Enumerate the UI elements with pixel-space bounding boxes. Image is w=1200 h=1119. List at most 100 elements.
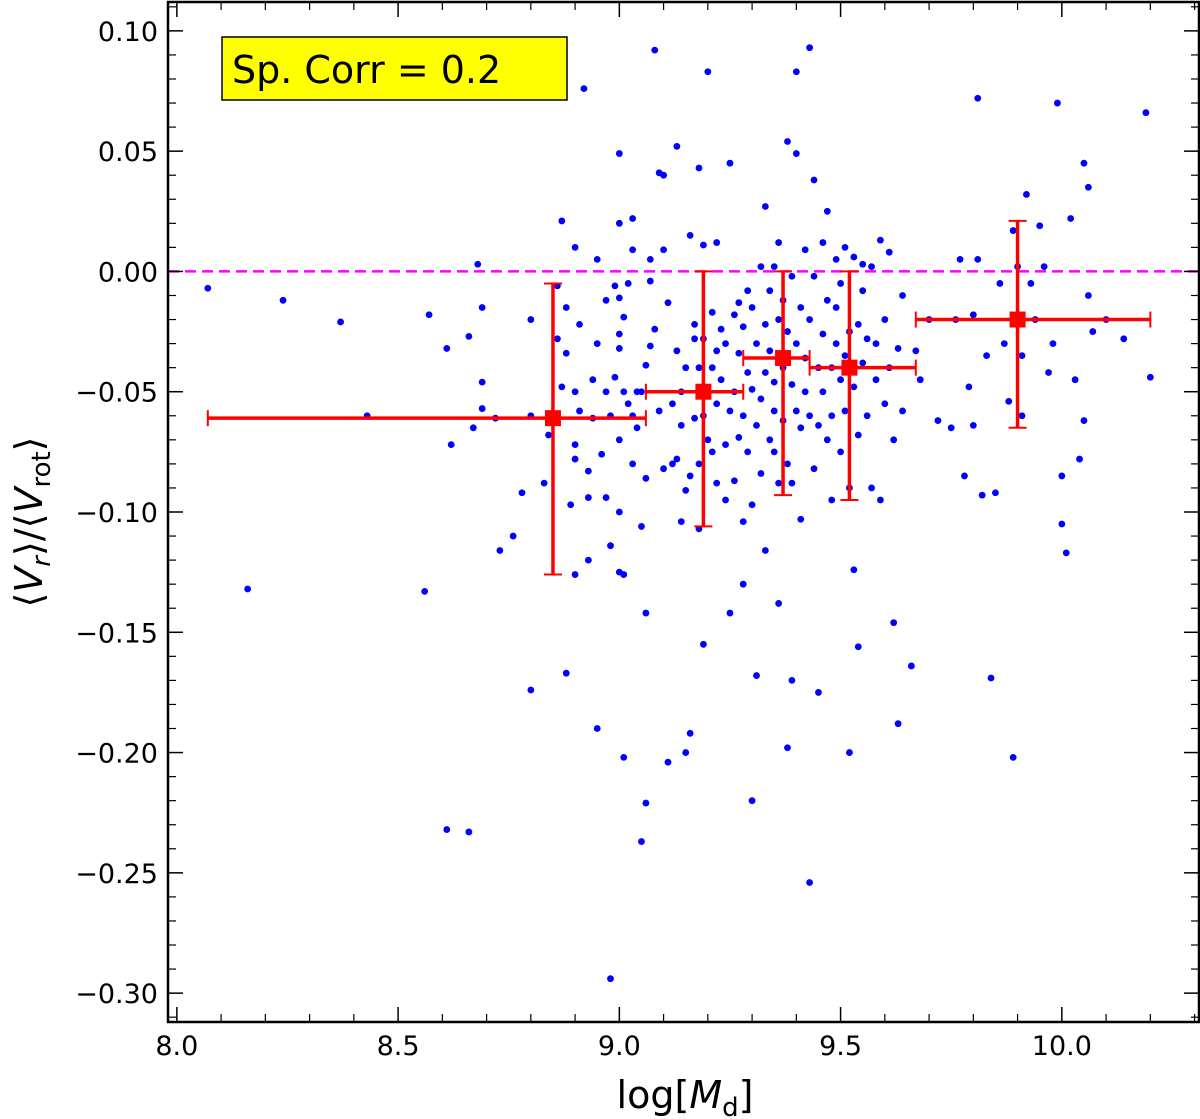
data-point-32 xyxy=(562,669,570,677)
data-point-6 xyxy=(425,311,433,319)
data-point-232 xyxy=(850,383,858,391)
data-point-152 xyxy=(744,287,752,295)
data-point-82 xyxy=(642,799,650,807)
data-point-293 xyxy=(1058,520,1066,528)
data-point-306 xyxy=(1146,373,1154,381)
data-point-2 xyxy=(279,296,287,304)
data-point-198 xyxy=(801,388,809,396)
data-point-157 xyxy=(753,421,760,429)
data-point-20 xyxy=(518,489,526,497)
data-point-159 xyxy=(753,672,760,679)
data-point-30 xyxy=(562,304,570,311)
data-point-222 xyxy=(837,448,844,456)
data-point-78 xyxy=(633,424,641,432)
data-point-168 xyxy=(766,287,774,295)
data-point-285 xyxy=(1027,280,1035,287)
y-tick-label-8: −0.30 xyxy=(75,979,158,1010)
data-point-94 xyxy=(660,246,667,254)
data-point-227 xyxy=(846,749,853,756)
data-point-135 xyxy=(722,340,729,348)
data-point-133 xyxy=(717,376,725,384)
data-point-154 xyxy=(748,385,756,393)
data-point-236 xyxy=(859,260,867,268)
data-point-18 xyxy=(496,547,504,554)
data-point-282 xyxy=(1018,352,1026,360)
data-point-268 xyxy=(969,421,977,429)
data-point-7 xyxy=(443,345,451,352)
data-point-129 xyxy=(713,479,721,487)
data-point-186 xyxy=(788,381,796,388)
data-point-50 xyxy=(598,450,606,458)
data-point-214 xyxy=(823,296,831,304)
data-point-23 xyxy=(527,316,535,323)
data-point-125 xyxy=(708,448,716,456)
binned-marker-3 xyxy=(841,359,858,376)
data-point-276 xyxy=(1000,340,1008,348)
x-tick-label-3: 9.5 xyxy=(819,1031,862,1062)
data-point-0 xyxy=(204,284,212,292)
data-point-98 xyxy=(669,400,676,408)
data-point-295 xyxy=(1067,215,1075,222)
data-point-100 xyxy=(673,142,681,150)
data-point-85 xyxy=(642,361,650,369)
y-axis-title-close: ⟩ xyxy=(7,436,51,451)
data-point-110 xyxy=(686,729,694,737)
data-point-64 xyxy=(615,219,623,227)
data-point-264 xyxy=(956,256,964,263)
data-point-80 xyxy=(638,838,645,845)
data-point-203 xyxy=(810,176,818,184)
data-point-220 xyxy=(832,304,840,311)
data-point-233 xyxy=(854,431,862,439)
data-point-237 xyxy=(859,359,867,367)
data-point-132 xyxy=(717,325,725,333)
data-point-144 xyxy=(735,349,743,357)
scatter-points xyxy=(204,44,1154,983)
data-point-96 xyxy=(664,758,672,766)
data-point-118 xyxy=(695,460,703,468)
data-point-226 xyxy=(841,407,849,415)
data-point-169 xyxy=(766,347,774,355)
data-point-257 xyxy=(907,662,915,670)
data-point-53 xyxy=(602,388,610,396)
data-point-39 xyxy=(576,407,583,415)
data-point-138 xyxy=(726,609,734,617)
data-point-248 xyxy=(881,316,889,323)
data-point-266 xyxy=(965,383,973,391)
x-axis-title-prefix: log[ xyxy=(617,1073,690,1117)
data-point-99 xyxy=(669,460,676,468)
y-tick-label-6: −0.20 xyxy=(75,739,158,770)
data-point-274 xyxy=(992,489,999,497)
data-point-160 xyxy=(757,263,765,271)
data-point-279 xyxy=(1009,753,1017,761)
data-point-221 xyxy=(837,376,844,384)
data-point-95 xyxy=(660,465,667,473)
data-point-106 xyxy=(682,486,690,494)
data-point-256 xyxy=(899,292,906,299)
data-point-137 xyxy=(726,159,734,167)
data-point-104 xyxy=(677,421,685,429)
data-point-113 xyxy=(691,320,698,328)
data-point-297 xyxy=(1076,455,1083,463)
data-point-40 xyxy=(576,320,583,328)
x-axis-title: log[Md] xyxy=(617,1073,754,1119)
data-point-22 xyxy=(527,686,535,694)
data-point-107 xyxy=(682,749,690,756)
data-point-72 xyxy=(624,400,632,408)
y-axis-title: ⟨Vr⟩/⟨Vrot⟩ xyxy=(7,436,57,607)
data-point-188 xyxy=(788,479,796,487)
data-point-166 xyxy=(761,547,769,554)
data-point-299 xyxy=(1080,159,1088,167)
y-tick-label-2: 0.00 xyxy=(98,257,158,288)
data-point-272 xyxy=(983,352,991,360)
data-point-247 xyxy=(881,400,889,408)
data-point-208 xyxy=(815,689,822,696)
data-point-5 xyxy=(421,587,429,595)
data-point-244 xyxy=(872,340,880,348)
data-point-172 xyxy=(770,448,778,456)
data-point-231 xyxy=(850,566,858,574)
data-point-115 xyxy=(695,164,703,172)
data-point-269 xyxy=(974,256,982,263)
data-point-213 xyxy=(823,436,831,444)
data-point-305 xyxy=(1142,109,1150,117)
data-point-234 xyxy=(854,320,862,328)
